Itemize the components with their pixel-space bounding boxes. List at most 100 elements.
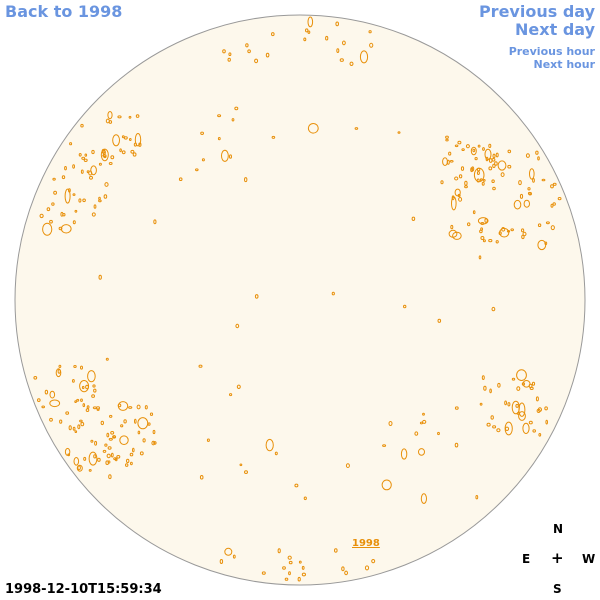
contour-mark (537, 156, 540, 161)
contour-mark (552, 182, 557, 186)
contour-mark (477, 217, 489, 225)
contour-mark (72, 193, 76, 196)
contour-mark (550, 184, 554, 189)
contour-mark (128, 115, 132, 119)
contour-mark (136, 404, 141, 410)
contour-mark (132, 447, 135, 453)
contour-mark (491, 306, 496, 312)
contour-mark (301, 565, 305, 570)
contour-mark (369, 42, 374, 48)
contour-mark (104, 443, 108, 447)
contour-mark (532, 429, 537, 433)
contour-mark (488, 239, 493, 243)
contour-mark (442, 157, 448, 167)
contour-mark (119, 435, 129, 446)
contour-mark (261, 571, 266, 575)
contour-mark (64, 188, 71, 204)
contour-mark (229, 393, 233, 397)
next-day-link[interactable]: Next day (515, 20, 595, 39)
contour-mark (482, 179, 486, 182)
back-to-year-link[interactable]: Back to 1998 (5, 2, 123, 21)
contour-mark (507, 164, 512, 169)
contour-mark (80, 398, 83, 402)
contour-mark (219, 559, 224, 564)
contour-mark (93, 204, 97, 209)
contour-mark (89, 175, 93, 180)
contour-mark (58, 226, 63, 231)
contour-mark (107, 446, 112, 450)
contour-mark (236, 384, 241, 389)
previous-day-link[interactable]: Previous day (478, 2, 595, 21)
contour-mark (82, 198, 86, 203)
contour-mark (422, 412, 425, 416)
observation-timestamp: 1998-12-10T15:59:34 (5, 582, 162, 597)
contour-mark (74, 430, 78, 434)
contour-mark (305, 28, 309, 33)
contour-mark (440, 180, 444, 185)
contour-mark (59, 419, 63, 424)
contour-mark (76, 464, 83, 472)
contour-mark (490, 415, 494, 420)
contour-mark (195, 168, 199, 172)
contour-mark (342, 40, 346, 46)
contour-mark (513, 199, 522, 210)
contour-mark (108, 437, 113, 441)
contour-mark (112, 435, 116, 439)
contour-mark (335, 21, 340, 27)
previous-hour-link[interactable]: Previous hour (508, 45, 595, 58)
next-hour-link[interactable]: Next hour (533, 58, 596, 71)
contour-mark (349, 61, 354, 66)
contour-mark (49, 390, 56, 399)
contour-mark (74, 400, 77, 404)
contour-mark (294, 483, 299, 488)
contour-mark (422, 419, 427, 424)
contour-mark (507, 402, 511, 407)
contour-mark (254, 294, 259, 299)
year-link[interactable]: 1998 (352, 538, 380, 549)
contour-mark (458, 174, 463, 179)
contour-mark (65, 411, 70, 415)
contour-mark (454, 176, 459, 181)
contour-mark (476, 167, 481, 172)
contour-mark (116, 455, 121, 459)
contour-mark (334, 548, 338, 553)
contour-mark (244, 177, 248, 183)
contour-mark (151, 440, 156, 446)
contour-mark (381, 479, 392, 491)
contour-mark (85, 384, 89, 390)
compass-north-label: N (553, 522, 564, 536)
contour-mark (81, 385, 85, 390)
contour-mark (227, 57, 231, 62)
contour-mark (217, 114, 222, 118)
contour-mark (206, 438, 210, 442)
contour-mark (91, 212, 96, 217)
contour-mark (72, 220, 76, 225)
contour-mark (76, 398, 80, 402)
contour-mark (538, 433, 542, 437)
compass-south-label: S (553, 582, 562, 596)
contour-mark (84, 153, 88, 157)
contour-mark (142, 438, 146, 443)
contour-mark (474, 157, 478, 161)
contour-mark (121, 150, 126, 155)
contour-mark (537, 407, 543, 412)
contour-mark (91, 149, 95, 155)
contour-mark (552, 202, 556, 206)
contour-mark (83, 456, 87, 461)
contour-mark (522, 231, 527, 237)
contour-mark (550, 225, 555, 231)
contour-mark (74, 209, 78, 213)
contour-mark (331, 291, 335, 296)
contour-mark (77, 465, 81, 471)
contour-mark (550, 203, 554, 208)
contour-mark (518, 402, 526, 417)
contour-mark (497, 382, 501, 388)
contour-mark (106, 453, 111, 459)
contour-mark (152, 429, 156, 435)
contour-mark (522, 380, 531, 388)
contour-mark (271, 135, 276, 139)
contour-mark (464, 185, 468, 189)
contour-mark (484, 218, 488, 223)
contour-mark (117, 401, 129, 411)
contour-mark (232, 554, 236, 559)
